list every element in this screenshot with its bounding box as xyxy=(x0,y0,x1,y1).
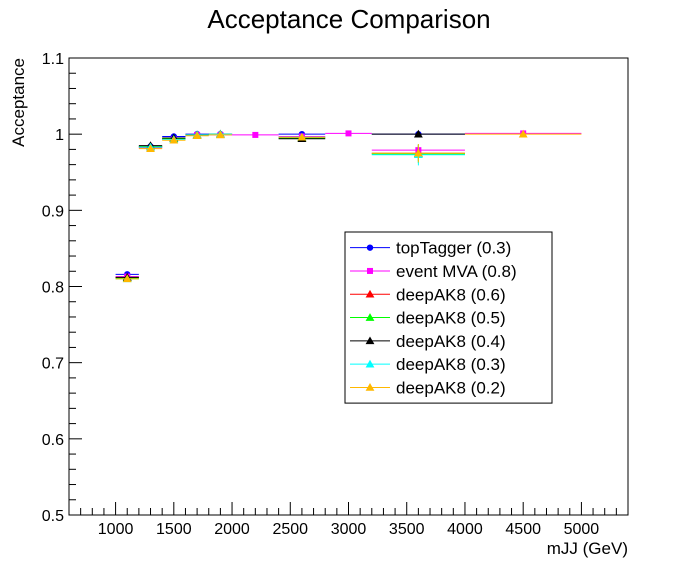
legend-label: deepAK8 (0.2) xyxy=(396,378,506,397)
legend-label: event MVA (0.8) xyxy=(396,262,517,281)
x-tick-label: 1000 xyxy=(98,521,134,538)
data-point xyxy=(464,129,582,138)
y-tick-label: 0.9 xyxy=(42,203,64,220)
data-point xyxy=(371,144,465,163)
square-marker xyxy=(252,131,259,138)
x-tick-label: 3500 xyxy=(389,521,425,538)
square-marker xyxy=(367,267,373,274)
y-axis-label: Acceptance xyxy=(9,58,28,147)
triangle-marker xyxy=(169,135,179,144)
data-point xyxy=(278,132,326,141)
triangle-marker xyxy=(365,383,375,391)
data-point xyxy=(185,131,209,139)
legend-entry: deepAK8 (0.3) xyxy=(350,355,506,374)
x-axis-label: mJJ (GeV) xyxy=(547,539,628,558)
square-marker xyxy=(345,130,352,137)
y-tick-label: 1.1 xyxy=(42,51,64,68)
triangle-marker xyxy=(365,313,375,321)
data-point xyxy=(115,274,139,283)
triangle-marker xyxy=(122,274,132,283)
triangle-marker xyxy=(365,336,375,345)
triangle-marker xyxy=(192,131,202,139)
legend: topTagger (0.3) event MVA (0.8) deepAK8 (0… xyxy=(344,231,553,404)
data-point xyxy=(138,144,163,152)
data-point xyxy=(371,129,465,138)
triangle-marker xyxy=(413,148,423,157)
triangle-marker xyxy=(365,359,375,368)
circle-marker xyxy=(366,244,374,251)
triangle-marker xyxy=(297,132,307,141)
legend-entry: deepAK8 (0.5) xyxy=(350,309,506,328)
y-tick-label: 1 xyxy=(55,127,64,144)
y-tick-label: 0.8 xyxy=(42,280,64,297)
x-tick-label: 4500 xyxy=(505,521,541,538)
legend-label: deepAK8 (0.3) xyxy=(396,355,506,374)
x-tick-label: 2500 xyxy=(272,521,308,538)
legend-entry: deepAK8 (0.6) xyxy=(350,285,506,304)
chart-title: Acceptance Comparison xyxy=(207,4,490,34)
x-tick-label: 2000 xyxy=(214,521,250,538)
triangle-marker xyxy=(365,289,375,298)
legend-entry: event MVA (0.8) xyxy=(350,262,517,281)
triangle-marker xyxy=(146,144,155,152)
y-tick-label: 0.7 xyxy=(42,356,64,373)
triangle-marker xyxy=(215,130,225,139)
legend-entry: deepAK8 (0.4) xyxy=(350,332,506,351)
x-tick-label: 1500 xyxy=(156,521,192,538)
series-6 xyxy=(115,129,582,283)
legend-label: deepAK8 (0.5) xyxy=(396,309,506,328)
data-point xyxy=(325,130,372,137)
legend-label: deepAK8 (0.4) xyxy=(396,332,506,351)
data-point xyxy=(162,135,186,144)
y-tick-label: 0.6 xyxy=(42,432,64,449)
triangle-marker xyxy=(413,129,423,138)
data-point xyxy=(208,130,233,139)
x-tick-label: 5000 xyxy=(564,521,600,538)
y-tick-label: 0.5 xyxy=(42,508,64,525)
data-layer xyxy=(115,129,582,283)
triangle-marker xyxy=(518,129,528,138)
legend-label: deepAK8 (0.6) xyxy=(396,285,506,304)
x-tick-label: 3000 xyxy=(331,521,367,538)
legend-entry: deepAK8 (0.2) xyxy=(350,378,506,397)
legend-entry: topTagger (0.3) xyxy=(350,239,511,258)
x-tick-label: 4000 xyxy=(447,521,483,538)
data-point xyxy=(232,131,279,138)
legend-label: topTagger (0.3) xyxy=(396,239,511,258)
axes: 1000 1500 2000 2500 3000 3500 4000 4500 5000 0.5 0… xyxy=(42,51,617,538)
